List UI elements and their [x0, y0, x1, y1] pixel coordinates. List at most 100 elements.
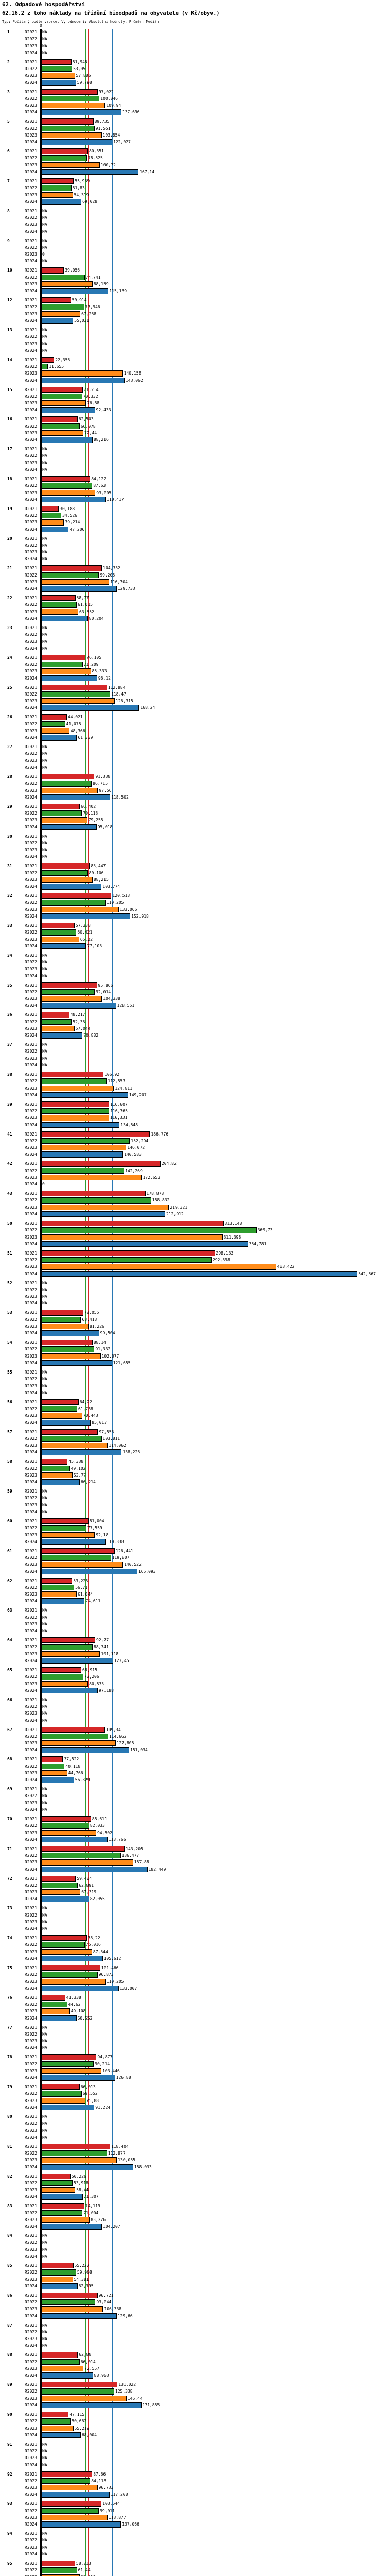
bar[interactable]	[41, 66, 73, 72]
chart-bar-row[interactable]: R2023 NA	[0, 965, 386, 972]
chart-bar-row[interactable]: R2023 NA	[0, 1055, 386, 1062]
chart-bar-row[interactable]: R2021 48,217	[0, 1011, 386, 1018]
chart-bar-row[interactable]: R2021 298,133	[0, 1250, 386, 1257]
chart-bar-row[interactable]: R2021 NA	[0, 2441, 386, 2448]
chart-bar-row[interactable]: R2022 74,741	[0, 274, 386, 281]
chart-bar-row[interactable]: R2022 82,033	[0, 1822, 386, 1829]
bar[interactable]	[41, 357, 55, 363]
chart-bar-row[interactable]: R2022 NA	[0, 214, 386, 221]
bar[interactable]	[41, 1025, 75, 1032]
bar[interactable]	[41, 1340, 93, 1346]
chart-bar-row[interactable]: R2023 146,072	[0, 1144, 386, 1151]
chart-bar-row[interactable]: R2021 97,022	[0, 89, 386, 95]
chart-bar-row[interactable]: R2023 79,255	[0, 817, 386, 823]
chart-bar-row[interactable]: R2023 97,56	[0, 787, 386, 794]
chart-bar-row[interactable]: R2023 126,315	[0, 698, 386, 704]
chart-bar-row[interactable]: R2023 94,502	[0, 1829, 386, 1836]
chart-bar-row[interactable]: R2023 39,214	[0, 519, 386, 526]
bar[interactable]	[41, 1845, 125, 1852]
chart-bar-row[interactable]: R2021 81,004	[0, 1518, 386, 1524]
chart-bar-row[interactable]: R2023 76,88	[0, 400, 386, 406]
bar[interactable]	[41, 1875, 76, 1882]
bar[interactable]	[41, 125, 95, 131]
chart-bar-row[interactable]: R2022 73,946	[0, 303, 386, 310]
bar[interactable]	[41, 1598, 85, 1604]
bar[interactable]	[41, 2173, 71, 2179]
chart-bar-row[interactable]: R2024 128,551	[0, 1002, 386, 1009]
bar[interactable]	[41, 1658, 113, 1664]
chart-bar-row[interactable]: R2023 0	[0, 251, 386, 258]
bar[interactable]	[41, 1644, 93, 1650]
bar[interactable]	[41, 519, 64, 526]
chart-bar-row[interactable]: R2023 130,055	[0, 2157, 386, 2163]
chart-bar-row[interactable]: R2024 129,66	[0, 2313, 386, 2319]
chart-bar-row[interactable]: R2022 53,918	[0, 2180, 386, 2187]
chart-bar-row[interactable]: R2024 137,066	[0, 2521, 386, 2528]
chart-bar-row[interactable]: R2022 118,47	[0, 691, 386, 698]
chart-bar-row[interactable]: R2024 122,027	[0, 139, 386, 145]
bar[interactable]	[41, 1310, 83, 1316]
chart-bar-row[interactable]: R2024 133,007	[0, 1985, 386, 1992]
bar[interactable]	[41, 1122, 120, 1128]
chart-bar-row[interactable]: R2021 NA	[0, 743, 386, 750]
chart-bar-row[interactable]: R2022 NA	[0, 2120, 386, 2127]
bar[interactable]	[41, 1777, 74, 1783]
bar[interactable]	[41, 2432, 81, 2438]
chart-bar-row[interactable]: R2021 80,351	[0, 148, 386, 155]
chart-bar-row[interactable]: R2024 NA	[0, 2342, 386, 2349]
chart-bar-row[interactable]: R2024 117,208	[0, 2491, 386, 2498]
bar[interactable]	[41, 774, 95, 780]
chart-bar-row[interactable]: R2021 95,866	[0, 982, 386, 989]
bar[interactable]	[41, 1548, 115, 1554]
chart-bar-row[interactable]: R2022 NA	[0, 1792, 386, 1799]
bar[interactable]	[41, 2150, 107, 2157]
bar[interactable]	[41, 476, 91, 482]
chart-bar-row[interactable]: R2023 72,44	[0, 430, 386, 436]
chart-bar-row[interactable]: R2023 66,018	[0, 2574, 386, 2576]
chart-bar-row[interactable]: R2022 51,83	[0, 184, 386, 191]
bar[interactable]	[41, 437, 93, 443]
bar[interactable]	[41, 148, 88, 155]
bar[interactable]	[41, 1836, 108, 1843]
chart-bar-row[interactable]: R2021 NA	[0, 238, 386, 244]
chart-bar-row[interactable]: R2024 NA	[0, 1062, 386, 1069]
chart-bar-row[interactable]: R2022 96,873	[0, 1971, 386, 1978]
bar[interactable]	[41, 810, 82, 817]
bar[interactable]	[41, 2501, 102, 2507]
bar[interactable]	[41, 1538, 106, 1545]
chart-bar-row[interactable]: R2023 NA	[0, 1919, 386, 1925]
bar[interactable]	[41, 2372, 93, 2379]
chart-bar-row[interactable]: R2024 149,207	[0, 1092, 386, 1098]
chart-bar-row[interactable]: R2024 138,226	[0, 1449, 386, 1455]
bar[interactable]	[41, 721, 65, 727]
bar[interactable]	[41, 2203, 84, 2209]
bar[interactable]	[41, 178, 74, 184]
chart-bar-row[interactable]: R2022 59,908	[0, 2269, 386, 2276]
chart-bar-row[interactable]: R2021 41,338	[0, 1994, 386, 2001]
chart-bar-row[interactable]: R2021 178,878	[0, 1190, 386, 1197]
bar[interactable]	[41, 1429, 98, 1435]
chart-bar-row[interactable]: R2022 142,269	[0, 1167, 386, 1174]
bar[interactable]	[41, 1942, 85, 1948]
chart-bar-row[interactable]: R2021 NA	[0, 327, 386, 333]
chart-bar-row[interactable]: R2023 57,044	[0, 1025, 386, 1032]
bar[interactable]	[41, 1012, 69, 1018]
chart-bar-row[interactable]: R2021 66,013	[0, 2083, 386, 2090]
chart-bar-row[interactable]: R2021 126,441	[0, 1548, 386, 1554]
chart-bar-row[interactable]: R2023 96,733	[0, 2484, 386, 2491]
bar[interactable]	[41, 2002, 67, 2008]
bar[interactable]	[41, 794, 111, 801]
chart-bar-row[interactable]: R2021 64,22	[0, 1399, 386, 1405]
chart-bar-row[interactable]: R2022 112,877	[0, 2150, 386, 2157]
chart-bar-row[interactable]: R2022 NA	[0, 2537, 386, 2544]
bar[interactable]	[41, 982, 97, 988]
bar[interactable]	[41, 1733, 108, 1740]
bar[interactable]	[41, 1101, 110, 1108]
chart-bar-row[interactable]: R2022 NA	[0, 36, 386, 42]
bar[interactable]	[41, 2283, 78, 2290]
bar[interactable]	[41, 2402, 142, 2409]
chart-bar-row[interactable]: R2024 47,206	[0, 526, 386, 533]
chart-bar-row[interactable]: R2021 NA	[0, 1786, 386, 1792]
chart-bar-row[interactable]: R2022 71,004	[0, 2210, 386, 2216]
chart-bar-row[interactable]: R2022 11,655	[0, 363, 386, 370]
